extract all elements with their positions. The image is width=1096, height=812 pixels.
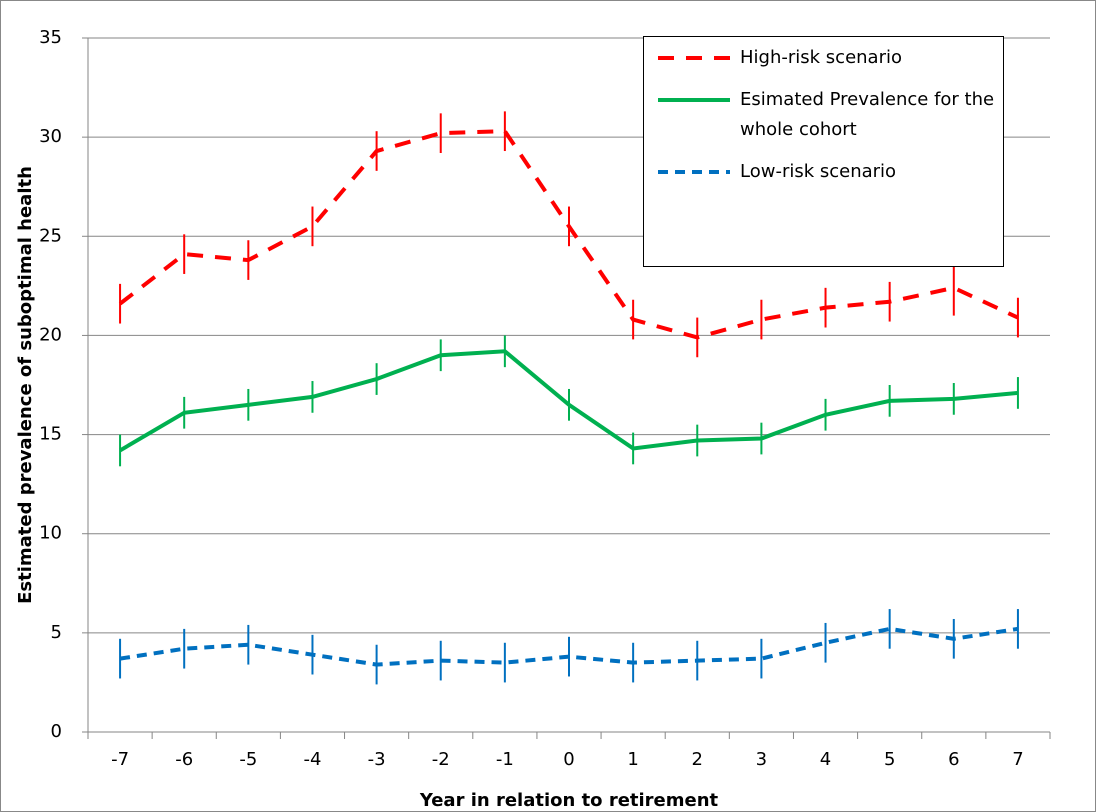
x-tick-label: -1 [496, 749, 514, 770]
y-tick-label: 0 [51, 721, 62, 742]
x-tick-label: -3 [368, 749, 386, 770]
legend-swatch [658, 170, 730, 174]
x-tick-label: 0 [563, 749, 574, 770]
y-tick-label: 10 [39, 523, 62, 544]
legend-item: Esimated Prevalence for the whole cohort [652, 85, 997, 145]
x-tick-label: -6 [175, 749, 193, 770]
x-tick-label: 4 [820, 749, 831, 770]
x-tick-label: 3 [756, 749, 767, 770]
y-tick-label: 15 [39, 424, 62, 445]
x-tick-label: -7 [111, 749, 129, 770]
legend-label: High-risk scenario [740, 47, 902, 68]
x-tick-label: 2 [692, 749, 703, 770]
x-axis-title: Year in relation to retirement [419, 790, 719, 811]
y-tick-label: 5 [51, 622, 62, 643]
legend-swatch [658, 98, 730, 102]
y-tick-label: 35 [39, 27, 62, 48]
x-tick-label: -2 [432, 749, 450, 770]
y-tick-label: 20 [39, 324, 62, 345]
x-tick-label: 7 [1012, 749, 1023, 770]
x-tick-label: -5 [239, 749, 257, 770]
legend-label: Low-risk scenario [740, 161, 897, 182]
legend-label: Esimated Prevalence for the whole cohort [740, 89, 995, 140]
x-tick-label: 6 [948, 749, 959, 770]
x-tick-label: 5 [884, 749, 895, 770]
y-tick-label: 25 [39, 225, 62, 246]
x-tick-label: 1 [627, 749, 638, 770]
legend: High-risk scenario Esimated Prevalence fo… [643, 36, 1004, 267]
y-axis-title: Estimated prevalence of suboptimal healt… [15, 166, 36, 604]
legend-item: High-risk scenario [652, 43, 997, 73]
legend-swatch [658, 56, 730, 60]
y-tick-label: 30 [39, 126, 62, 147]
legend-item: Low-risk scenario [652, 157, 997, 187]
x-tick-label: -4 [303, 749, 321, 770]
